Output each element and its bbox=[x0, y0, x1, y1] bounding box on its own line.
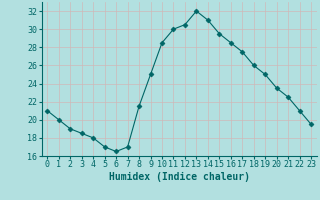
X-axis label: Humidex (Indice chaleur): Humidex (Indice chaleur) bbox=[109, 172, 250, 182]
